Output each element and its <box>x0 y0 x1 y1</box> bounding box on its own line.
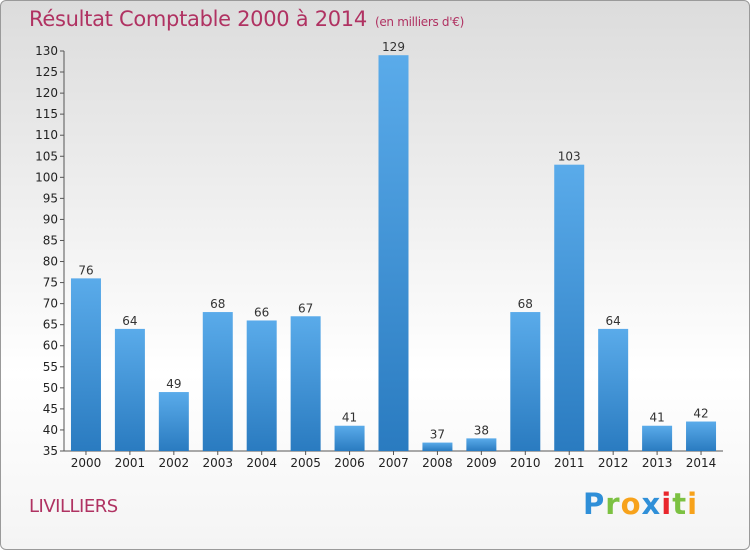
logo-letter: P <box>583 487 606 521</box>
data-label: 103 <box>558 150 581 164</box>
chart-title-text: Résultat Comptable 2000 à 2014 <box>29 7 367 31</box>
bar <box>422 442 453 451</box>
y-tick-label: 80 <box>43 255 58 269</box>
bar <box>334 425 365 451</box>
y-tick-label: 70 <box>43 297 58 311</box>
data-label: 68 <box>518 297 533 311</box>
y-tick-label: 115 <box>35 107 58 121</box>
y-tick-label: 100 <box>35 170 58 184</box>
y-tick-label: 90 <box>43 212 58 226</box>
logo-letter: o <box>620 487 642 521</box>
x-tick-label: 2003 <box>202 456 233 470</box>
y-tick-label: 85 <box>43 233 58 247</box>
logo-letter: x <box>641 487 662 521</box>
y-tick-label: 65 <box>43 318 58 332</box>
y-tick-label: 40 <box>43 423 58 437</box>
bar <box>70 278 101 451</box>
chart-axes: 35 40 45 50 55 60 65 70 75 80 85 90 95 100 105 110 115 12… <box>35 44 723 470</box>
y-tick-label: 120 <box>35 86 58 100</box>
chart-bars: 76 64 49 68 66 67 41 129 37 38 68 103 64 41 42 <box>70 40 717 452</box>
proxiti-logo: Proxiti <box>583 487 698 521</box>
data-label: 64 <box>606 314 621 328</box>
bar <box>642 425 673 451</box>
bar <box>378 55 409 452</box>
data-label: 41 <box>342 411 357 425</box>
y-tick-label: 55 <box>43 360 58 374</box>
x-tick-label: 2008 <box>422 456 453 470</box>
y-tick-label: 60 <box>43 339 58 353</box>
x-tick-label: 2000 <box>71 456 102 470</box>
data-label: 41 <box>649 411 664 425</box>
data-label: 76 <box>78 263 93 277</box>
bar <box>114 328 145 451</box>
data-label: 42 <box>693 407 708 421</box>
data-label: 129 <box>382 40 405 54</box>
x-tick-label: 2012 <box>598 456 629 470</box>
bar <box>686 421 717 451</box>
chart-unit-note: (en milliers d'€) <box>374 15 464 29</box>
data-label: 38 <box>474 423 489 437</box>
x-tick-label: 2001 <box>115 456 146 470</box>
y-tick-label: 105 <box>35 149 58 163</box>
logo-letter: r <box>605 487 621 521</box>
commune-name: LIVILLIERS <box>29 496 118 517</box>
data-label: 66 <box>254 305 269 319</box>
x-tick-label: 2005 <box>290 456 321 470</box>
bar <box>598 328 629 451</box>
x-tick-label: 2004 <box>246 456 277 470</box>
bar <box>202 312 233 451</box>
bar <box>246 320 277 451</box>
y-tick-label: 130 <box>35 44 58 58</box>
data-label: 37 <box>430 428 445 442</box>
x-tick-label: 2010 <box>510 456 541 470</box>
y-tick-label: 75 <box>43 276 58 290</box>
y-tick-label: 95 <box>43 191 58 205</box>
logo-letter: t <box>672 487 688 521</box>
y-tick-label: 110 <box>35 128 58 142</box>
x-tick-label: 2014 <box>686 456 717 470</box>
y-tick-label: 45 <box>43 402 58 416</box>
bar <box>466 438 497 451</box>
chart-title: Résultat Comptable 2000 à 2014 (en millie… <box>29 7 464 31</box>
bar <box>510 312 541 451</box>
y-tick-label: 35 <box>43 444 58 458</box>
y-tick-label: 125 <box>35 65 58 79</box>
x-tick-label: 2002 <box>159 456 190 470</box>
x-tick-label: 2009 <box>466 456 497 470</box>
data-label: 64 <box>122 314 137 328</box>
bar <box>158 392 189 451</box>
bar <box>290 316 321 451</box>
data-label: 67 <box>298 301 313 315</box>
data-label: 49 <box>166 377 181 391</box>
x-tick-label: 2006 <box>334 456 365 470</box>
x-tick-label: 2011 <box>554 456 585 470</box>
data-label: 68 <box>210 297 225 311</box>
bar <box>554 164 585 451</box>
logo-letter: i <box>687 487 699 521</box>
x-tick-label: 2013 <box>642 456 673 470</box>
x-tick-label: 2007 <box>378 456 409 470</box>
logo-letter: i <box>661 487 673 521</box>
y-tick-label: 50 <box>43 381 58 395</box>
